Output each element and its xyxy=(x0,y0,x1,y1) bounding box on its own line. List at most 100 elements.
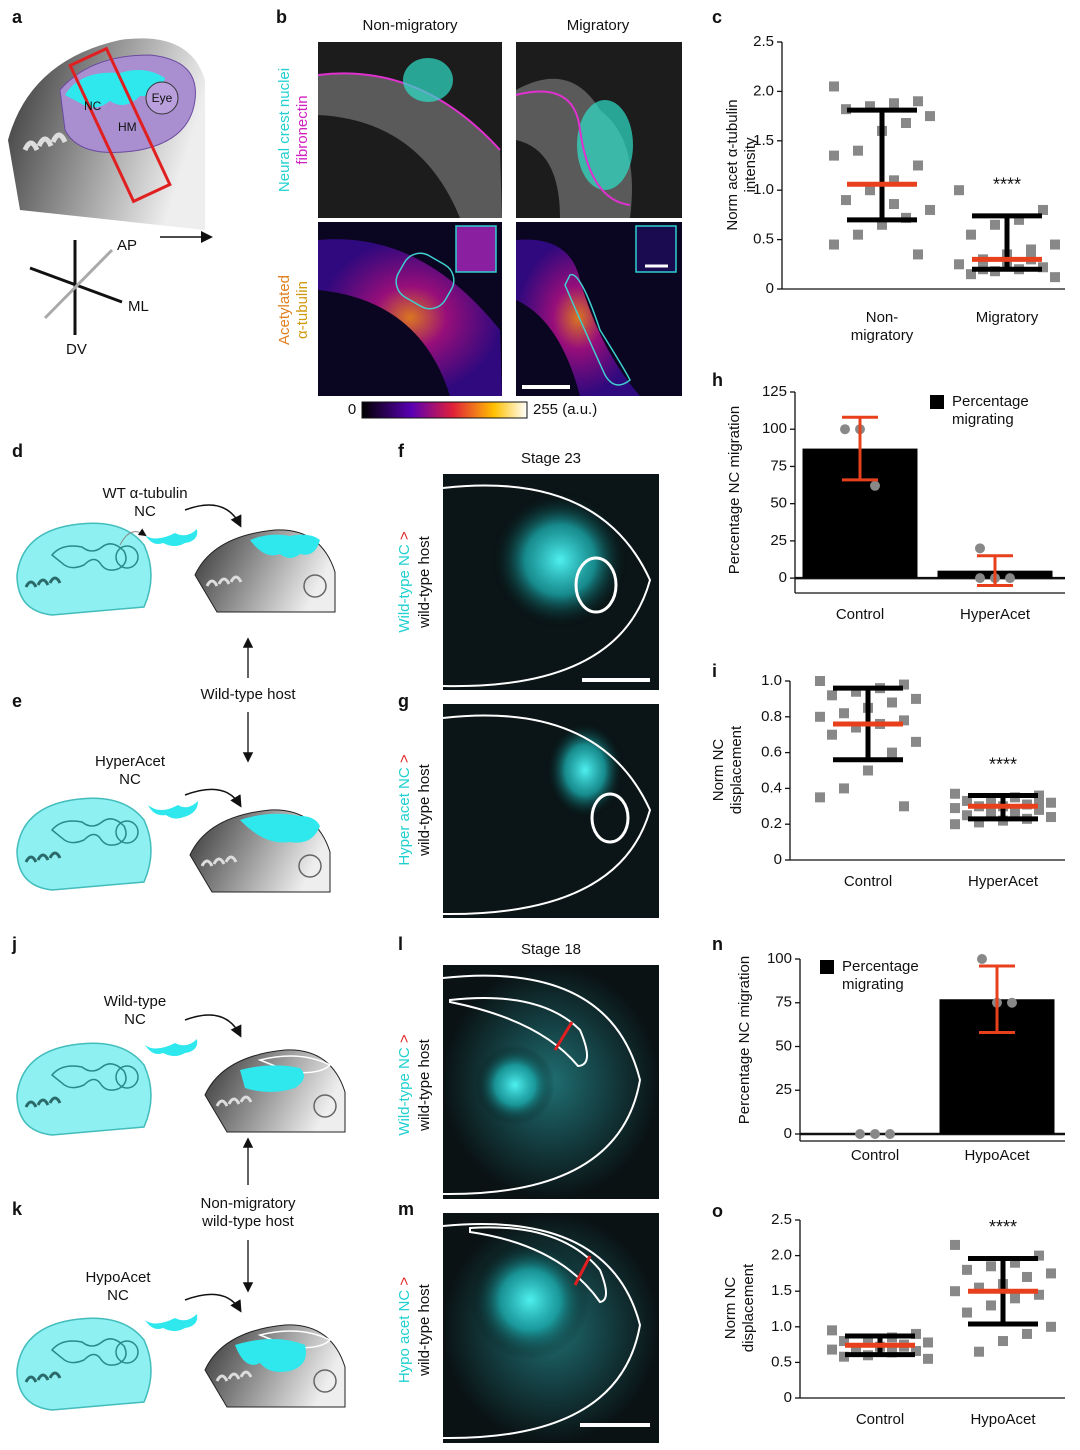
svg-text:Wild-type NC >: Wild-type NC > xyxy=(396,531,413,633)
annotation: **** xyxy=(989,1217,1017,1237)
eye xyxy=(145,81,179,115)
data-point xyxy=(899,679,909,690)
data-point xyxy=(990,219,1000,230)
data-point xyxy=(863,765,873,776)
data-point xyxy=(1038,204,1048,215)
y-tick-label: 50 xyxy=(775,1037,792,1054)
data-point xyxy=(975,573,985,584)
data-point xyxy=(1034,804,1044,815)
label: wild-type host xyxy=(416,1283,433,1377)
panel-b: Non-migratory Migratory Neural crest nuc… xyxy=(276,17,682,419)
label: > xyxy=(396,754,413,763)
data-point xyxy=(827,1325,837,1336)
y-tick-label: 100 xyxy=(767,950,792,967)
data-point xyxy=(851,722,861,733)
data-point xyxy=(998,1336,1008,1347)
y-tick-label: 25 xyxy=(775,1081,792,1098)
data-point xyxy=(954,259,964,270)
annotation: **** xyxy=(993,175,1021,195)
data-point xyxy=(841,104,851,115)
label: > xyxy=(396,1277,413,1286)
y-tick-label: 0.6 xyxy=(761,744,782,761)
data-point xyxy=(839,708,849,719)
data-point xyxy=(1022,1328,1032,1339)
x-tick-label: HyperAcet xyxy=(960,606,1031,623)
data-point xyxy=(1046,1321,1056,1332)
data-point xyxy=(839,1336,849,1347)
x-tick-label: HypoAcet xyxy=(964,1147,1030,1164)
label: Wild-type NC xyxy=(104,993,167,1028)
panel-letter: m xyxy=(398,1199,414,1219)
data-point xyxy=(911,693,921,704)
label: NC xyxy=(84,99,102,113)
data-point xyxy=(966,229,976,240)
data-point xyxy=(885,1129,895,1139)
data-point xyxy=(911,1328,921,1339)
data-point xyxy=(899,715,909,726)
y-tick-label: 0.2 xyxy=(761,815,782,832)
x-tick-label: Migratory xyxy=(976,309,1039,326)
data-point xyxy=(923,1353,933,1364)
data-point xyxy=(1046,812,1056,823)
data-point xyxy=(977,954,987,964)
data-point xyxy=(986,808,996,819)
y-tick-label: 2.0 xyxy=(771,1247,792,1264)
panel-a: NC HM Eye AP ML DV xyxy=(8,38,213,358)
panel-letter: k xyxy=(12,1199,23,1219)
label: HypoAcet NC xyxy=(85,1269,151,1304)
data-point xyxy=(865,101,875,112)
data-point xyxy=(870,1129,880,1139)
data-point xyxy=(950,819,960,830)
panel-letter: g xyxy=(398,691,409,711)
panel-letter: c xyxy=(712,7,722,27)
data-point xyxy=(923,1337,933,1348)
panel-letter: e xyxy=(12,691,22,711)
y-axis-label: Percentage NC migration xyxy=(726,406,743,574)
data-point xyxy=(1034,1289,1044,1300)
data-point xyxy=(863,1334,873,1345)
panel-d-e: WT α-tubulin NC Wild-type host HyperAcet N… xyxy=(15,485,337,894)
y-tick-label: 100 xyxy=(762,420,787,437)
data-point xyxy=(815,711,825,722)
data-point xyxy=(827,1344,837,1355)
svg-text:Hyper acet NC >: Hyper acet NC > xyxy=(396,754,413,866)
panel-l: Stage 18 Wild-type NC > wild-type host xyxy=(396,941,659,1199)
data-point xyxy=(925,204,935,215)
panel-letter: l xyxy=(398,934,403,954)
data-point xyxy=(829,239,839,250)
data-point xyxy=(925,111,935,122)
x-tick-label: Control xyxy=(844,873,892,890)
data-point xyxy=(889,199,899,210)
data-point xyxy=(829,81,839,92)
data-point xyxy=(1022,1271,1032,1282)
data-point xyxy=(1010,1257,1020,1268)
data-point xyxy=(962,810,972,821)
data-point xyxy=(1034,790,1044,801)
data-point xyxy=(1046,797,1056,808)
legend-label: Percentage migrating xyxy=(842,958,919,993)
panel-letter: d xyxy=(12,441,23,461)
y-tick-label: 0.5 xyxy=(753,231,774,248)
data-point xyxy=(1038,262,1048,273)
y-axis-label: Norm acet α-tubulinintensity xyxy=(724,99,759,230)
y-tick-label: 2.5 xyxy=(753,33,774,50)
data-point xyxy=(962,1307,972,1318)
data-point xyxy=(901,118,911,129)
data-point xyxy=(1007,997,1017,1008)
data-point xyxy=(877,219,887,230)
data-point xyxy=(1050,239,1060,250)
legend-swatch xyxy=(820,960,834,974)
section-box xyxy=(68,46,172,204)
x-tick-label: HypoAcet xyxy=(970,1411,1036,1428)
label: WT α-tubulin NC xyxy=(102,485,187,520)
data-point xyxy=(975,543,985,554)
axis-label: DV xyxy=(66,341,87,358)
colorbar-label: 0 xyxy=(348,401,356,418)
y-axis-label: Norm NCdisplacement xyxy=(710,725,745,814)
y-tick-label: 0.5 xyxy=(771,1353,792,1370)
label: > xyxy=(396,531,413,540)
data-point xyxy=(899,801,909,812)
data-point xyxy=(829,150,839,161)
panel-letter: h xyxy=(712,370,723,390)
